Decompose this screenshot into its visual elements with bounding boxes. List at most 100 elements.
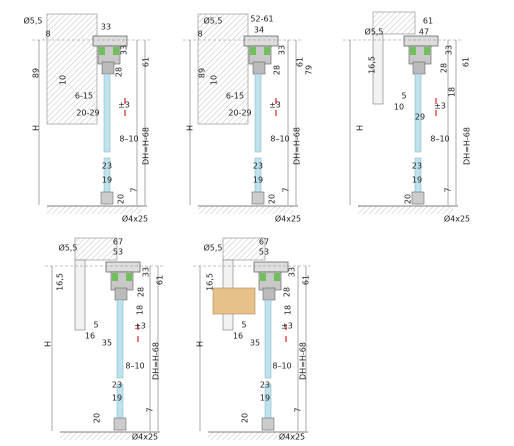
dimension-label: 61 bbox=[423, 17, 433, 26]
dimension-label: DH=H-68 bbox=[299, 342, 308, 380]
floor-hatch bbox=[358, 206, 453, 214]
wheel bbox=[260, 273, 266, 281]
dimension-label: 20 bbox=[93, 413, 102, 423]
floor-hatch bbox=[198, 206, 293, 214]
dimension-label: 19 bbox=[260, 394, 270, 403]
dimension-label: 10 bbox=[210, 75, 219, 85]
dimension-label: DH=H-68 bbox=[152, 342, 161, 380]
dimension-label: 20 bbox=[268, 194, 277, 204]
dimension-label: 61 bbox=[302, 275, 311, 285]
dimension-label: 52-61 bbox=[250, 15, 273, 24]
floor-hatch bbox=[47, 206, 142, 214]
wheel bbox=[410, 47, 416, 55]
glass-upper bbox=[103, 73, 111, 153]
clamp bbox=[114, 287, 128, 301]
dimension-label: DH=H-68 bbox=[293, 127, 302, 165]
dimension-label: ±3 bbox=[281, 322, 293, 331]
dimension-label: ±3 bbox=[134, 322, 146, 331]
dimension-label: 47 bbox=[419, 28, 429, 37]
wheel bbox=[99, 47, 105, 55]
dimension-label: ±3 bbox=[434, 102, 446, 111]
dimension-label: 5 bbox=[93, 321, 98, 330]
dimension-label: 18 bbox=[284, 305, 293, 315]
dimension-label: 7 bbox=[294, 407, 303, 412]
dimension-label: 53 bbox=[113, 248, 123, 257]
floor-hatch bbox=[60, 432, 155, 440]
dimension-label: 10 bbox=[59, 75, 68, 85]
dimension-label: 19 bbox=[412, 176, 422, 185]
dimension-label: 19 bbox=[102, 176, 112, 185]
wheel bbox=[112, 273, 118, 281]
dimension-label: 34 bbox=[254, 26, 264, 35]
floor-guide bbox=[251, 191, 265, 205]
side-profile bbox=[74, 259, 86, 331]
dimension-label: 18 bbox=[136, 305, 145, 315]
side-profile bbox=[372, 33, 384, 105]
dimension-label: 89 bbox=[32, 68, 41, 78]
track bbox=[243, 35, 279, 47]
dimension-label: 23 bbox=[260, 381, 270, 390]
dimension-label: Ø5,5 bbox=[58, 243, 77, 253]
dimension-label: H bbox=[32, 125, 41, 131]
track bbox=[403, 35, 439, 47]
dimension-label: 19 bbox=[253, 176, 263, 185]
dimension-label: 7 bbox=[444, 187, 453, 192]
wall-hatch bbox=[46, 13, 98, 125]
wall-hatch bbox=[74, 237, 118, 261]
floor-guide bbox=[100, 191, 114, 205]
wheel bbox=[126, 273, 132, 281]
dimension-label: 29 bbox=[415, 113, 425, 122]
dimension-label: DH=H-68 bbox=[463, 127, 472, 165]
wall-hatch bbox=[372, 11, 416, 35]
dimension-label: 6-15 bbox=[226, 92, 244, 101]
dimension-label: 28 bbox=[137, 287, 146, 297]
wheel bbox=[274, 273, 280, 281]
dimension-label: Ø5,5 bbox=[364, 27, 383, 37]
dimension-label: Ø4x25 bbox=[444, 214, 470, 224]
dimension-label: 33 bbox=[278, 45, 287, 55]
dimension-label: 79 bbox=[305, 65, 314, 75]
dimension-label: 23 bbox=[102, 162, 112, 171]
dimension-label: 16,5 bbox=[56, 273, 65, 291]
dimension-label: 33 bbox=[142, 267, 151, 277]
dimension-label: 28 bbox=[273, 65, 282, 75]
clamp bbox=[412, 61, 426, 75]
dimension-label: 33 bbox=[101, 23, 111, 32]
wall-hatch bbox=[197, 13, 249, 125]
floor-guide bbox=[113, 417, 127, 431]
dimension-label: DH=H-68 bbox=[142, 127, 151, 165]
clamp bbox=[252, 61, 266, 75]
dimension-label: 35 bbox=[250, 339, 260, 348]
dimension-label: 5 bbox=[241, 321, 246, 330]
dimension-label: 10 bbox=[394, 103, 404, 112]
dimension-label: 28 bbox=[115, 67, 124, 77]
dimension-label: 20 bbox=[241, 413, 250, 423]
glass-upper bbox=[264, 299, 272, 379]
dimension-label: 16 bbox=[233, 332, 243, 341]
floor-guide bbox=[411, 191, 425, 205]
dimension-label: 33 bbox=[445, 45, 454, 55]
track bbox=[253, 261, 289, 273]
dimension-label: 5 bbox=[401, 92, 406, 101]
dimension-label: 20-29 bbox=[76, 109, 99, 118]
dimension-label: 18 bbox=[448, 87, 457, 97]
dimension-label: 89 bbox=[198, 68, 207, 78]
dimension-label: 67 bbox=[113, 238, 123, 247]
dimension-label: 20-29 bbox=[228, 109, 251, 118]
dimension-label: 19 bbox=[112, 394, 122, 403]
dimension-label: ±3 bbox=[118, 101, 130, 110]
wheel bbox=[250, 47, 256, 55]
dimension-label: 33 bbox=[120, 45, 129, 55]
dimension-label: 35 bbox=[102, 339, 112, 348]
wheel bbox=[264, 47, 270, 55]
dimension-label: Ø4x25 bbox=[275, 214, 301, 224]
dimension-label: 61 bbox=[156, 275, 165, 285]
dimension-label: 23 bbox=[253, 162, 263, 171]
dimension-label: Ø5,5 bbox=[23, 16, 42, 26]
dimension-label: 16,5 bbox=[206, 273, 215, 291]
dimension-label: Ø4x25 bbox=[132, 432, 158, 442]
dimension-label: 67 bbox=[259, 238, 269, 247]
dimension-label: 61 bbox=[142, 57, 151, 67]
